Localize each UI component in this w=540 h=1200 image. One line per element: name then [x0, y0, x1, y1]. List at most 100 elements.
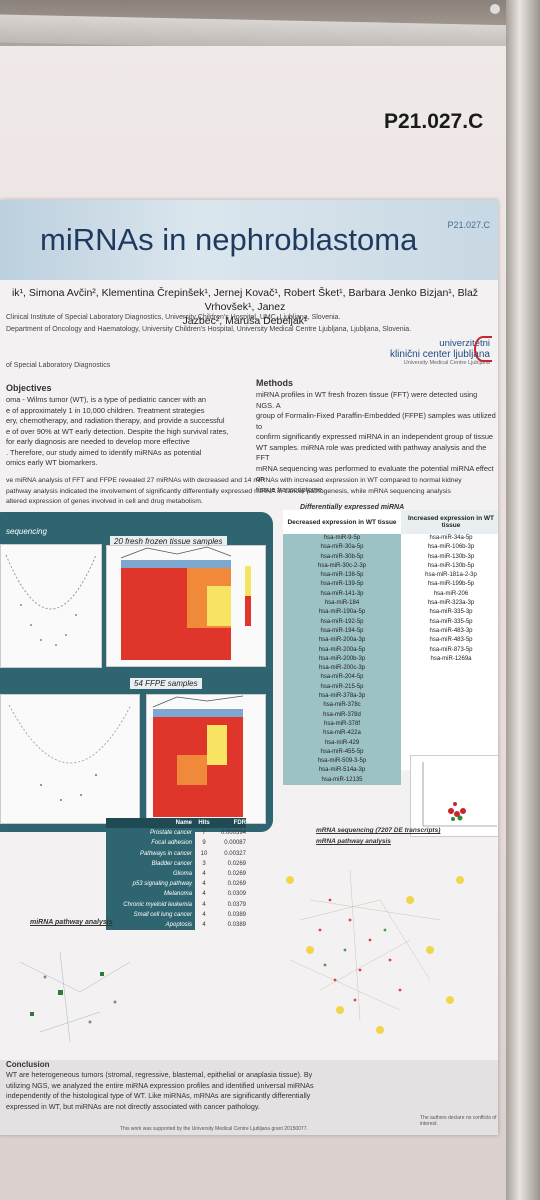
pathway-name: Small cell lung cancer — [106, 909, 195, 920]
pathway-fdr: 0.0379 — [227, 901, 246, 908]
decreased-mirna-item: hsa-miR-455-5p — [320, 748, 364, 755]
logo-line-1: univerzitetni — [439, 338, 490, 349]
methods-line: WT samples. miRNA role was predicted wit… — [256, 442, 487, 463]
increased-mirna-item: hsa-miR-323a-3p — [427, 600, 475, 607]
methods-line: mRNA sequencing was performed to evaluat… — [256, 463, 494, 484]
decreased-mirna-item: hsa-miR-184 — [324, 600, 360, 607]
pathway-table-header: Name Hits FDR — [106, 818, 246, 829]
pathway-fdr: 0.00087 — [224, 840, 246, 847]
pathway-table-row: Prostate cancer 7 0.000394 — [106, 828, 246, 839]
decreased-mirna-item: hsa-miR-30c-2-3p — [317, 562, 366, 569]
mrna-volcano-plot — [410, 755, 498, 837]
results-line: pathway analysis indicated the involveme… — [6, 487, 451, 495]
title-banner — [0, 200, 498, 280]
conclusion-line: WT are heterogeneous tumors (stromal, re… — [6, 1070, 313, 1079]
mirna-pathway-label: miRNA pathway analysis — [30, 919, 113, 926]
pathway-table-row: Melanoma 4 0.0309 — [106, 889, 246, 900]
objectives-line: e of approximately 1 in 10,000 children.… — [6, 405, 205, 415]
conclusion-line: expressed in WT, but miRNAs are not dire… — [6, 1101, 260, 1111]
results-line: ve miRNA analysis of FFT and FFPE reveal… — [6, 477, 462, 484]
pathway-name: Glioma — [106, 868, 195, 880]
authors-line-1: ik¹, Simona Avčin², Klementina Črepinšek… — [11, 287, 479, 313]
pathway-name: Bladder cancer — [106, 858, 195, 869]
increased-mirna-item: hsa-miR-1269a — [430, 655, 472, 662]
affiliation-2: Department of Oncology and Haematology, … — [6, 326, 412, 333]
conclusion-heading: Conclusion — [6, 1060, 50, 1069]
pathway-table-row: Focal adhesion 9 0.00087 — [106, 838, 246, 849]
col-increased-header: Increased expression in WT tissue — [401, 510, 498, 534]
pathway-name: Melanoma — [106, 889, 195, 900]
ffpe-samples-label: 54 FFPE samples — [130, 678, 202, 689]
increased-mirna-item: hsa-miR-199b-5p — [427, 581, 475, 588]
pathway-name: Name — [106, 818, 195, 829]
decreased-mirna-item: hsa-miR-9-5p — [323, 535, 361, 541]
network-edges — [289, 869, 441, 1021]
ukc-logo: univerzitetni klinični center ljubljana … — [378, 338, 490, 366]
heatmap-fft-svg — [120, 546, 251, 660]
pathway-name: p53 signaling pathway — [106, 879, 195, 890]
decreased-mirna-item: hsa-miR-378c — [323, 702, 361, 709]
pathway-fdr: 0.0269 — [227, 860, 246, 867]
pathway-hits: 4 — [202, 921, 206, 928]
increased-mirna-item: hsa-miR-34a-5p — [429, 535, 473, 541]
footer-conflict: The authors declare no conflicts of inte… — [420, 1115, 497, 1127]
pathway-fdr: 0.0309 — [227, 891, 246, 898]
increased-mirna-item: hsa-miR-130b-5p — [427, 562, 475, 569]
heatmap-ffpe-svg — [152, 695, 244, 817]
increased-mirna-item: hsa-miR-206 — [433, 590, 469, 597]
network-nodes-yellow — [286, 876, 464, 1034]
heatmap-fft — [106, 545, 266, 667]
objectives-line: e of over 90% at WT early detection. Des… — [6, 426, 229, 436]
pathway-hits: 9 — [202, 840, 206, 847]
pathway-table: Name Hits FDR Prostate cancer 7 0.000394 Focal… — [106, 818, 246, 931]
authors-line-2: Jazbec², Maruša Debeljak¹ — [182, 315, 308, 327]
objectives-line: oma - Wilms tumor (WT), is a type of ped… — [6, 395, 207, 404]
decreased-mirna-item: hsa-miR-378a-3p — [318, 693, 366, 700]
mrna-volcano-svg — [422, 762, 497, 827]
pathway-hits: 4 — [202, 911, 206, 918]
increased-mirna-item: hsa-miR-130b-3p — [427, 553, 475, 560]
mirna-network — [19, 951, 131, 1043]
volcano-plot-fft-svg — [5, 554, 97, 646]
methods-text: miRNA profiles in WT fresh frozen tissue… — [256, 390, 496, 495]
decreased-mirna-item: hsa-miR-378f — [323, 720, 360, 727]
pathway-fdr: 0.00327 — [224, 850, 246, 857]
affiliation-1: Clinical Institute of Special Laboratory… — [6, 314, 341, 321]
network-nodes-red — [318, 898, 402, 1002]
pathway-table-row: Small cell lung cancer 4 0.0389 — [106, 909, 246, 920]
conclusion-text: WT are heterogeneous tumors (stromal, re… — [6, 1070, 496, 1112]
methods-line: group of Formalin-Fixed Paraffin-Embedde… — [256, 411, 496, 431]
objectives-line: omics early WT biomarkers. — [6, 458, 98, 467]
volcano-plot-fft — [0, 544, 102, 668]
conclusion-line: utilizing NGS, we analyzed the entire mi… — [6, 1080, 314, 1090]
pathway-hits: 10 — [200, 850, 208, 857]
decreased-list: hsa-miR-9-5p hsa-miR-30a-5p hsa-miR-30b-5p… — [283, 534, 401, 786]
footer-support: This work was supported by the Universit… — [120, 1126, 308, 1132]
objectives-line: for early diagnosis are needed to develo… — [6, 437, 190, 446]
increased-mirna-item: hsa-miR-873-5p — [429, 646, 473, 653]
sequencing-panel-header: sequencing — [2, 526, 51, 537]
decreased-mirna-item: hsa-miR-30a-5p — [320, 544, 364, 551]
pathway-table-row: p53 signaling pathway 4 0.0269 — [106, 879, 246, 890]
pathway-fdr: 0.0389 — [227, 911, 246, 918]
decreased-mirna-item: hsa-miR-200c-3p — [318, 665, 366, 672]
authors: ik¹, Simona Avčin², Klementina Črepinšek… — [0, 286, 490, 328]
decreased-mirna-item: hsa-miR-378d — [323, 711, 361, 718]
pathway-table-row: Bladder cancer 3 0.0269 — [106, 858, 246, 869]
pathway-hits: 3 — [202, 860, 206, 867]
volcano-plot-ffpe-svg — [8, 704, 132, 801]
pathway-name: Apoptosis — [106, 919, 195, 931]
pathway-hits: 4 — [202, 891, 206, 898]
methods-line: tissue transcriptome. — [256, 484, 325, 494]
decreased-mirna-item: hsa-miR-204-5p — [320, 674, 364, 681]
pathway-fdr: 0.0269 — [227, 881, 246, 888]
pathway-hits: 4 — [202, 870, 206, 877]
decreased-mirna-item: hsa-miR-138-5p — [320, 572, 364, 579]
decreased-mirna-item: hsa-miR-200b-3p — [318, 655, 366, 662]
poster-title: miRNAs in nephroblastoma — [40, 222, 418, 257]
mrna-seq-label: mRNA sequencing (7207 DE transcripts) — [316, 827, 441, 834]
pathway-hits: 7 — [202, 830, 206, 837]
pathway-table-row: Glioma 4 0.0269 — [106, 868, 246, 880]
volcano-points — [20, 604, 77, 646]
pathway-hits: Hits — [195, 818, 213, 829]
